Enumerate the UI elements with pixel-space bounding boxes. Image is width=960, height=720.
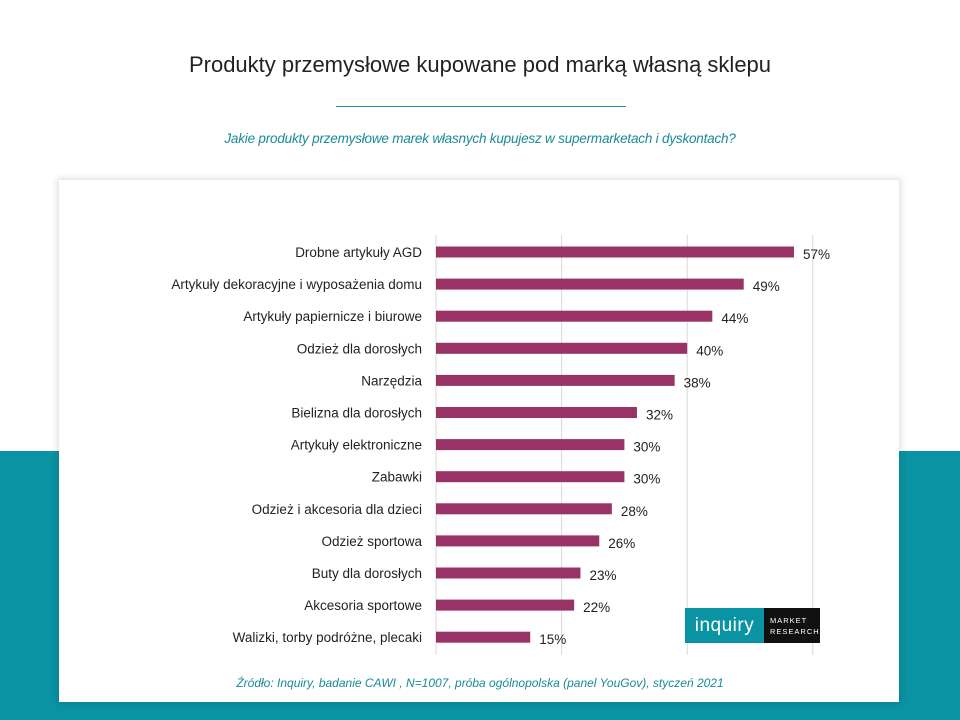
bar bbox=[436, 471, 625, 483]
bar bbox=[436, 407, 637, 418]
bar bbox=[436, 342, 688, 354]
value-label: 30% bbox=[633, 440, 660, 455]
logo-brand: inquiry bbox=[685, 608, 764, 643]
category-label: Narzędzia bbox=[361, 373, 422, 388]
bar bbox=[436, 374, 675, 386]
source-note: Źródło: Inquiry, badanie CAWI , N=1007, … bbox=[236, 676, 724, 690]
bar bbox=[436, 439, 625, 451]
category-label: Akcesoria sportowe bbox=[304, 598, 422, 613]
category-label: Artykuły papiernicze i biurowe bbox=[243, 309, 422, 324]
bar-chart: Drobne artykuły AGD 57% Artykuły dekoracyj… bbox=[171, 235, 830, 655]
bar bbox=[436, 278, 744, 290]
logo-tagline: MARKET RESEARCH bbox=[764, 608, 820, 643]
bar bbox=[436, 599, 575, 611]
survey-question: Jakie produkty przemysłowe marek własnyc… bbox=[224, 131, 736, 146]
bar bbox=[436, 246, 794, 258]
category-label: Walizki, torby podróżne, plecaki bbox=[233, 630, 422, 645]
category-label: Buty dla dorosłych bbox=[312, 566, 422, 581]
page-title: Produkty przemysłowe kupowane pod marką … bbox=[188, 52, 772, 77]
value-label: 15% bbox=[539, 632, 566, 647]
value-label: 30% bbox=[633, 472, 660, 487]
value-label: 26% bbox=[608, 536, 635, 551]
value-label: 23% bbox=[589, 568, 616, 583]
value-label: 49% bbox=[753, 279, 780, 294]
category-label: Zabawki bbox=[372, 470, 422, 485]
category-label: Artykuły dekoracyjne i wyposażenia domu bbox=[171, 277, 422, 292]
category-label: Artykuły elektroniczne bbox=[291, 438, 422, 453]
bar bbox=[436, 310, 713, 322]
value-label: 57% bbox=[803, 247, 830, 262]
value-label: 22% bbox=[583, 600, 610, 615]
value-label: 32% bbox=[646, 408, 673, 423]
value-label: 40% bbox=[696, 343, 723, 358]
bar bbox=[436, 503, 612, 515]
logo-tagline-line2: RESEARCH bbox=[770, 626, 820, 636]
title-underline bbox=[336, 106, 626, 107]
category-label: Bielizna dla dorosłych bbox=[291, 406, 422, 421]
inquiry-logo: inquiry MARKET RESEARCH bbox=[685, 608, 820, 643]
bar bbox=[436, 567, 581, 579]
bar bbox=[436, 631, 531, 643]
logo-tagline-line1: MARKET bbox=[770, 615, 808, 625]
value-label: 28% bbox=[621, 504, 648, 519]
category-label: Odzież i akcesoria dla dzieci bbox=[252, 502, 422, 517]
value-label: 38% bbox=[684, 375, 711, 390]
category-label: Odzież sportowa bbox=[321, 534, 422, 549]
value-label: 44% bbox=[721, 311, 748, 326]
bar bbox=[436, 535, 600, 547]
category-label: Drobne artykuły AGD bbox=[295, 245, 422, 260]
category-label: Odzież dla dorosłych bbox=[297, 341, 422, 356]
